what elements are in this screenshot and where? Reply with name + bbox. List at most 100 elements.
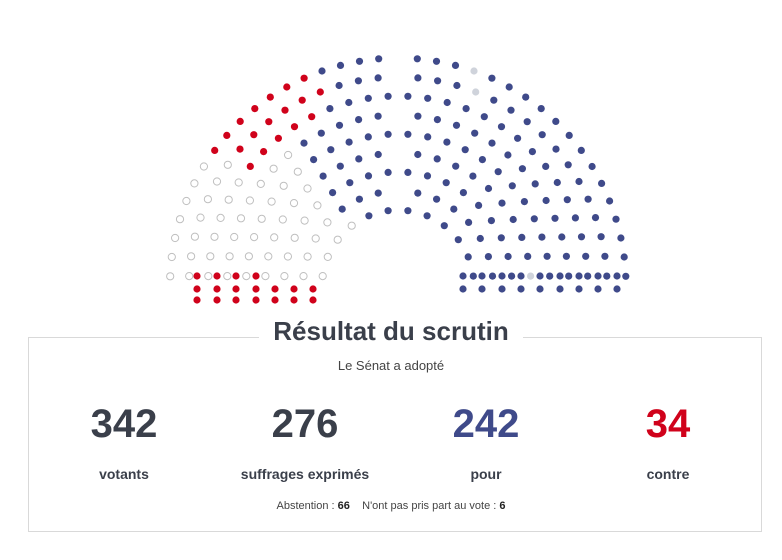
stat-pour-label: pour xyxy=(470,466,502,482)
seat-contre xyxy=(213,272,221,280)
seat-abs xyxy=(264,252,273,261)
seat-contre xyxy=(251,105,259,113)
seat-abs xyxy=(196,213,205,222)
seat-pour xyxy=(553,178,561,187)
seat-pour xyxy=(542,162,550,170)
seat-contre xyxy=(236,145,244,153)
seat-pour xyxy=(584,272,592,280)
seat-pour xyxy=(494,168,502,176)
seat-pour xyxy=(423,212,431,220)
seat-pour xyxy=(310,156,318,164)
seat-pour xyxy=(556,272,564,280)
seat-nv xyxy=(470,67,478,75)
seat-abs xyxy=(299,272,308,281)
seat-pour xyxy=(497,123,506,131)
seat-pour xyxy=(575,285,583,293)
seat-pour xyxy=(538,233,546,241)
seat-pour xyxy=(536,272,544,280)
seat-abs xyxy=(333,235,342,244)
seat-pour xyxy=(326,105,334,113)
seat-pour xyxy=(461,146,469,154)
seat-contre xyxy=(308,113,316,121)
hemicycle-seat-chart xyxy=(166,55,630,304)
seat-pour xyxy=(478,272,486,280)
seat-pour xyxy=(504,151,512,159)
seat-pour xyxy=(329,189,337,197)
seat-abs xyxy=(242,272,251,281)
seat-abs xyxy=(171,233,180,243)
seat-contre xyxy=(193,296,201,304)
seat-pour xyxy=(365,212,373,220)
seat-pour xyxy=(523,118,531,126)
seat-pour xyxy=(552,117,560,125)
stat-suffrages-exprimes: 276 suffrages exprimés xyxy=(195,398,415,482)
seat-abs xyxy=(289,199,299,208)
seat-contre xyxy=(193,285,201,293)
seat-pour xyxy=(469,272,477,280)
stat-pour: 242 pour xyxy=(376,398,596,482)
seat-pour xyxy=(433,155,441,163)
seat-pour xyxy=(546,272,554,280)
seat-pour xyxy=(374,112,382,120)
seat-contre xyxy=(250,131,258,139)
seat-abs xyxy=(236,214,246,223)
seat-contre xyxy=(223,131,231,139)
seat-contre xyxy=(316,88,324,96)
seat-abs xyxy=(323,218,332,227)
seat-pour xyxy=(601,252,609,260)
seat-abs xyxy=(293,167,302,176)
seat-pour xyxy=(414,189,422,197)
seat-pour xyxy=(620,253,628,261)
seat-abs xyxy=(244,252,253,261)
seat-pour xyxy=(565,131,573,139)
seat-pour xyxy=(453,81,461,90)
seat-pour xyxy=(588,162,596,171)
seat-pour xyxy=(355,195,363,203)
seat-pour xyxy=(450,205,458,213)
seat-pour xyxy=(577,233,586,241)
seat-pour xyxy=(488,272,497,280)
seat-pour xyxy=(462,105,470,113)
seat-pour xyxy=(443,98,451,107)
seat-pour xyxy=(517,272,525,280)
seat-abs xyxy=(230,232,239,242)
seat-pour xyxy=(488,139,496,147)
seat-contre xyxy=(211,146,219,154)
seat-pour xyxy=(564,161,572,169)
seat-pour xyxy=(490,96,498,104)
seat-pour xyxy=(478,285,486,293)
seat-pour xyxy=(465,218,473,226)
non-participants-value: 6 xyxy=(499,500,506,512)
seat-pour xyxy=(336,61,345,69)
seat-contre xyxy=(309,285,317,293)
seat-pour xyxy=(562,252,571,260)
seat-pour xyxy=(613,285,621,293)
seat-abs xyxy=(223,160,232,169)
seat-abs xyxy=(210,232,219,241)
seat-pour xyxy=(537,105,545,113)
seat-pour xyxy=(606,197,614,205)
seat-nv xyxy=(527,272,535,280)
seat-abs xyxy=(290,233,299,242)
seat-abs xyxy=(284,150,293,160)
seat-abs xyxy=(311,234,320,243)
seat-pour xyxy=(374,189,382,197)
seat-contre xyxy=(260,148,268,156)
seat-pour xyxy=(317,129,325,137)
seat-contre xyxy=(252,296,260,304)
stat-contre-label: contre xyxy=(646,466,690,482)
seat-pour xyxy=(336,162,344,170)
seat-pour xyxy=(507,106,515,114)
seat-abs xyxy=(187,252,196,261)
seat-abs xyxy=(257,214,266,223)
seat-pour xyxy=(498,272,506,280)
seat-contre xyxy=(271,285,279,293)
seat-nv xyxy=(472,88,480,96)
stat-pour-value: 242 xyxy=(452,402,520,446)
seat-contre xyxy=(309,296,317,304)
seat-pour xyxy=(374,74,382,82)
seat-pour xyxy=(603,272,611,280)
seat-pour xyxy=(374,150,382,159)
seat-pour xyxy=(364,172,373,180)
seat-pour xyxy=(528,148,537,156)
